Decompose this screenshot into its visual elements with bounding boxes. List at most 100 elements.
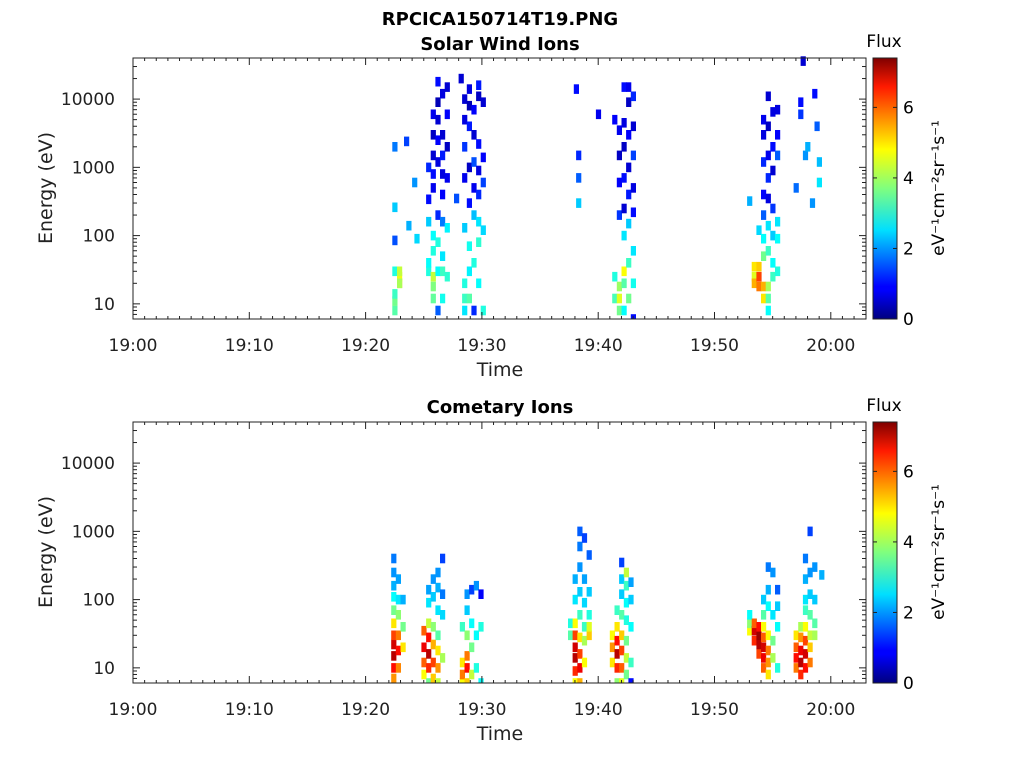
heatmap-cell — [471, 258, 477, 268]
heatmap-cell — [609, 642, 615, 653]
x-tick-label: 19:20 — [341, 336, 390, 356]
heatmap-cell — [819, 570, 825, 580]
heatmap-cell — [476, 216, 482, 227]
heatmap-cell — [462, 114, 468, 125]
heatmap-cell — [395, 594, 401, 605]
x-tick-label: 19:30 — [457, 336, 506, 356]
heatmap-cell — [770, 653, 776, 663]
heatmap-cell — [626, 82, 632, 92]
heatmap-cell — [765, 121, 771, 132]
heatmap-cell — [391, 605, 397, 615]
heatmap-cell — [577, 587, 583, 597]
heatmap-cell — [440, 293, 446, 304]
heatmap-cell — [628, 678, 634, 683]
heatmap-cell — [775, 584, 781, 595]
heatmap-cell — [775, 130, 781, 140]
heatmap-cell — [466, 84, 472, 94]
heatmap-cell — [807, 657, 813, 668]
heatmap-cell — [459, 669, 465, 680]
y-tick-label: 10000 — [61, 454, 115, 474]
cometary-heatmap — [391, 526, 825, 683]
heatmap-cell — [756, 281, 762, 292]
heatmap-cell — [478, 678, 484, 683]
heatmap-cell — [395, 610, 401, 620]
heatmap-cell — [480, 152, 486, 163]
heatmap-cell — [619, 610, 625, 620]
heatmap-cell — [775, 216, 781, 227]
heatmap-cell — [435, 567, 441, 578]
heatmap-cell — [459, 678, 465, 683]
heatmap-cell — [464, 663, 470, 673]
heatmap-cell — [770, 567, 776, 578]
cometary-colorbar: Flux 0 2 4 6 eV⁻¹cm⁻²sr⁻¹s⁻¹ — [866, 396, 949, 694]
heatmap-cell — [435, 605, 441, 615]
heatmap-cell — [747, 610, 753, 620]
heatmap-cell — [581, 533, 588, 543]
heatmap-cell — [430, 574, 436, 584]
heatmap-cell — [586, 550, 592, 560]
heatmap-cell — [614, 663, 620, 673]
heatmap-cell — [397, 278, 403, 289]
heatmap-cell — [421, 642, 427, 653]
heatmap-cell — [756, 649, 762, 659]
heatmap-cell — [616, 150, 622, 161]
heatmap-cell — [435, 114, 441, 125]
heatmap-cell — [775, 233, 781, 244]
heatmap-cell — [462, 278, 468, 289]
heatmap-cell — [454, 193, 460, 204]
heatmap-cell — [761, 233, 767, 244]
heatmap-cell — [430, 130, 436, 140]
heatmap-cell — [619, 645, 625, 656]
heatmap-cell — [614, 635, 620, 646]
solar-wind-xlabel: Time — [476, 359, 524, 381]
heatmap-cell — [440, 266, 446, 277]
heatmap-cell — [476, 278, 482, 289]
heatmap-cell — [630, 246, 636, 256]
figure-title: RPCICA150714T19.PNG — [382, 9, 618, 30]
heatmap-cell — [793, 653, 799, 663]
heatmap-cell — [775, 663, 781, 673]
cometary-plot-frame — [132, 421, 867, 684]
heatmap-cell — [430, 622, 436, 632]
heatmap-cell — [751, 271, 757, 282]
solar-wind-x-axis: 19:00 19:10 19:20 19:30 19:40 19:50 20:00 — [109, 58, 855, 356]
heatmap-cell — [473, 663, 479, 673]
heatmap-cell — [478, 622, 484, 632]
heatmap-cell — [444, 82, 450, 92]
heatmap-cell — [435, 630, 441, 641]
heatmap-cell — [807, 589, 813, 599]
heatmap-cell — [751, 625, 757, 636]
heatmap-cell — [476, 189, 482, 200]
heatmap-cell — [765, 645, 771, 656]
heatmap-cell — [391, 592, 397, 602]
heatmap-cell — [595, 109, 602, 120]
heatmap-cell — [770, 142, 776, 152]
heatmap-cell — [812, 630, 818, 641]
heatmap-cell — [440, 130, 446, 140]
heatmap-cell — [572, 642, 578, 653]
solar-wind-colorbar: Flux 0 2 4 6 eV⁻¹cm⁻²sr⁻¹s⁻¹ — [866, 32, 949, 330]
heatmap-cell — [756, 225, 762, 235]
heatmap-cell — [462, 94, 468, 104]
heatmap-cell — [761, 642, 767, 653]
heatmap-cell — [770, 165, 776, 176]
heatmap-cell — [751, 261, 757, 272]
heatmap-cell — [469, 584, 475, 595]
heatmap-cell — [440, 88, 446, 99]
heatmap-cell — [440, 610, 446, 620]
heatmap-cell — [756, 622, 762, 632]
x-tick-label: 19:50 — [690, 700, 739, 720]
heatmap-cell — [471, 157, 477, 167]
heatmap-cell — [809, 198, 816, 208]
heatmap-cell — [435, 678, 441, 683]
heatmap-cell — [765, 293, 771, 304]
heatmap-cell — [458, 73, 464, 84]
cometary-ylabel: Energy (eV) — [35, 496, 57, 608]
heatmap-cell — [816, 157, 822, 167]
heatmap-cell — [621, 230, 627, 241]
heatmap-cell — [430, 230, 436, 241]
heatmap-cell — [626, 130, 632, 140]
heatmap-cell — [395, 630, 401, 641]
heatmap-cell — [576, 150, 582, 161]
heatmap-cell — [471, 104, 477, 115]
